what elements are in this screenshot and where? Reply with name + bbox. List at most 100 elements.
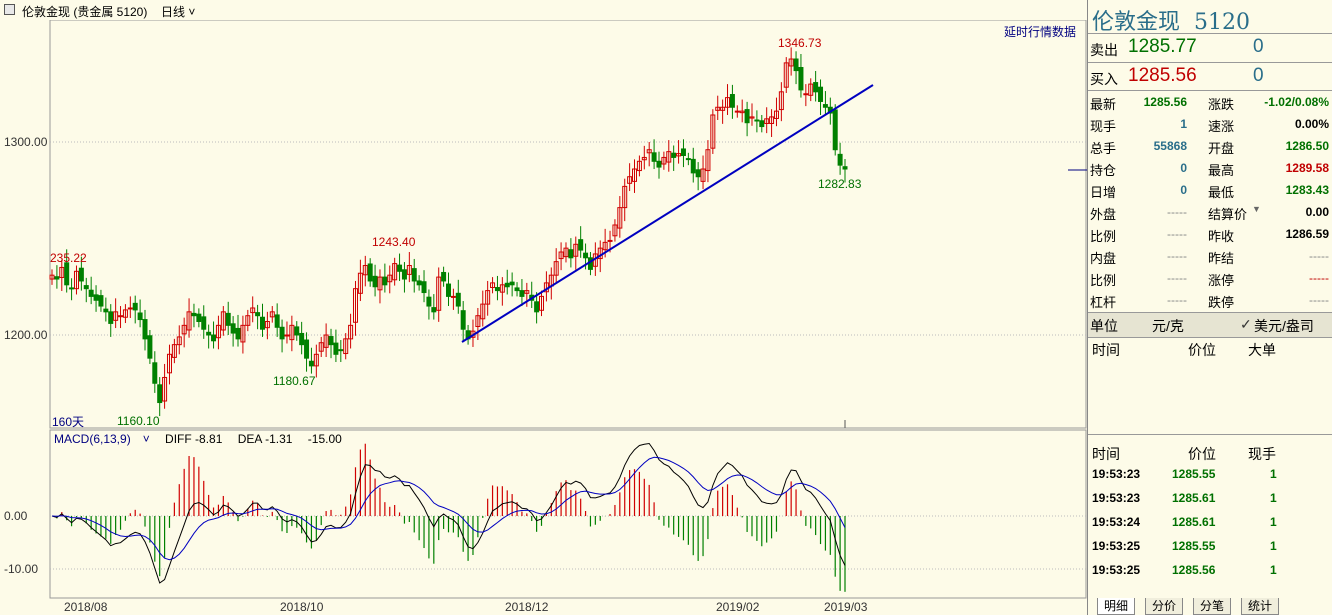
tick-time: 19:53:23 [1092,491,1141,505]
tab-1[interactable]: 明细 [1097,598,1136,615]
unit-value[interactable]: 元/克 [1152,318,1184,334]
tick-price: 1285.61 [1172,515,1216,529]
x-tick-label: 2018/10 [280,600,324,614]
quote-row: 杠杆 ----- 跌停 ----- [1088,289,1332,311]
tab-4[interactable]: 统计 [1241,598,1280,615]
window-icon[interactable] [4,4,15,15]
candle-body [514,287,520,292]
candle-body [661,156,667,165]
quote-field-label: 涨跌 [1208,97,1235,112]
period-selector[interactable]: 日线 ˅ [161,3,195,20]
quote-field-label: 日增 [1090,185,1117,200]
unit-row: 单位 元/克 ✓ 美元/盎司 [1088,312,1332,338]
dea-value: DEA -1.31 [237,432,293,446]
candle-body [323,334,329,348]
unit-alt[interactable]: 美元/盎司 [1254,318,1314,334]
candle-body [59,266,65,278]
candle-body [475,315,481,328]
candle-body [725,97,731,108]
tick-volume-header: 现手 [1248,446,1276,462]
quote-grid: 最新 1285.56 涨跌 -1.02/0.08% 现手 1 速涨 0.00% 总手 55868 开… [1088,90,1332,311]
candle-body [485,290,491,305]
x-tick-label: 2019/03 [824,600,868,614]
candle-body [83,285,89,290]
candle-body [460,310,466,330]
big-order-time-header: 时间 [1092,342,1120,358]
candle-body [749,116,755,119]
candle-body [387,274,393,283]
candle-body [421,281,427,294]
candle-body [122,309,128,318]
candle-body [250,307,256,314]
candle-body [680,148,686,157]
candle-body [196,313,202,322]
candle-body [446,283,451,297]
candle-body [426,296,432,307]
candle-body [808,83,814,96]
candle-body [602,241,608,251]
sell-price: 1285.77 [1128,36,1197,57]
quote-row: 持仓 0 最高 1289.58 [1088,157,1332,179]
quote-field-label: 持仓 [1090,163,1117,178]
candle-body [152,362,158,384]
quote-field-value: 1285.56 [1143,95,1187,109]
candle-body [362,265,368,276]
candle-body [108,311,114,324]
candle-body [803,93,809,96]
candle-body [764,118,770,124]
candle-body [671,152,677,158]
y-tick-label: 1300.00 [4,135,48,149]
candle-body [176,336,182,346]
candle-body [294,326,300,336]
candle-body [181,324,187,335]
quote-field-value: 1286.50 [1285,139,1329,153]
candle-body [578,239,584,251]
tick-price: 1285.56 [1172,563,1216,577]
candle-body [64,262,70,286]
tab-2[interactable]: 分价 [1145,598,1184,615]
candle-body [778,91,784,111]
tick-price: 1285.55 [1172,539,1216,553]
indicator-selector[interactable]: MACD(6,13,9) ˅ [54,432,150,446]
candle-body [519,290,525,297]
candle-body [656,160,662,168]
candle-body [788,58,794,67]
chart-toolbar: 伦敦金现 (贵金属 5120) 日线 ˅ [0,0,1087,20]
candle-body [113,311,119,321]
candle-body [534,301,540,313]
tick-price-header: 价位 [1188,446,1216,462]
y-tick-label: 1200.00 [4,328,48,342]
candle-body [118,315,124,318]
candle-body [308,360,314,367]
candle-body [372,275,378,288]
candle-body [382,276,388,286]
candle-body [685,158,691,161]
quote-field-value: 0.00% [1294,117,1329,131]
candle-body [157,384,163,404]
candle-body [734,110,740,113]
candle-body [201,316,207,330]
quote-field-label: 最低 [1208,185,1235,200]
candle-body [690,158,696,174]
buy-price: 1285.56 [1128,65,1197,86]
candle-body [245,315,251,326]
candle-body [220,311,226,331]
quote-panel: 伦敦金现 5120 卖出 1285.77 0 买入 1285.56 0 最新 12… [1087,0,1332,615]
candle-body [822,104,828,108]
candle-body [627,176,633,184]
candle-body [333,342,339,355]
candle-body [769,116,775,124]
trendline [461,84,874,343]
quote-field-value: ----- [1309,249,1329,263]
candle-body [88,289,94,297]
quote-field-label: 结算价 [1208,207,1248,222]
dropdown-icon[interactable]: ▼ [1252,204,1261,214]
candle-body [431,307,437,313]
quote-row: 外盘 ----- 结算价 0.00 ▼ [1088,201,1332,223]
tick-volume: 1 [1270,563,1277,577]
candle-body [274,314,280,328]
big-order-size-header: 大单 [1248,342,1276,358]
candle-body [646,149,652,154]
tab-3[interactable]: 分笔 [1193,598,1232,615]
price-chart[interactable] [0,0,1087,615]
